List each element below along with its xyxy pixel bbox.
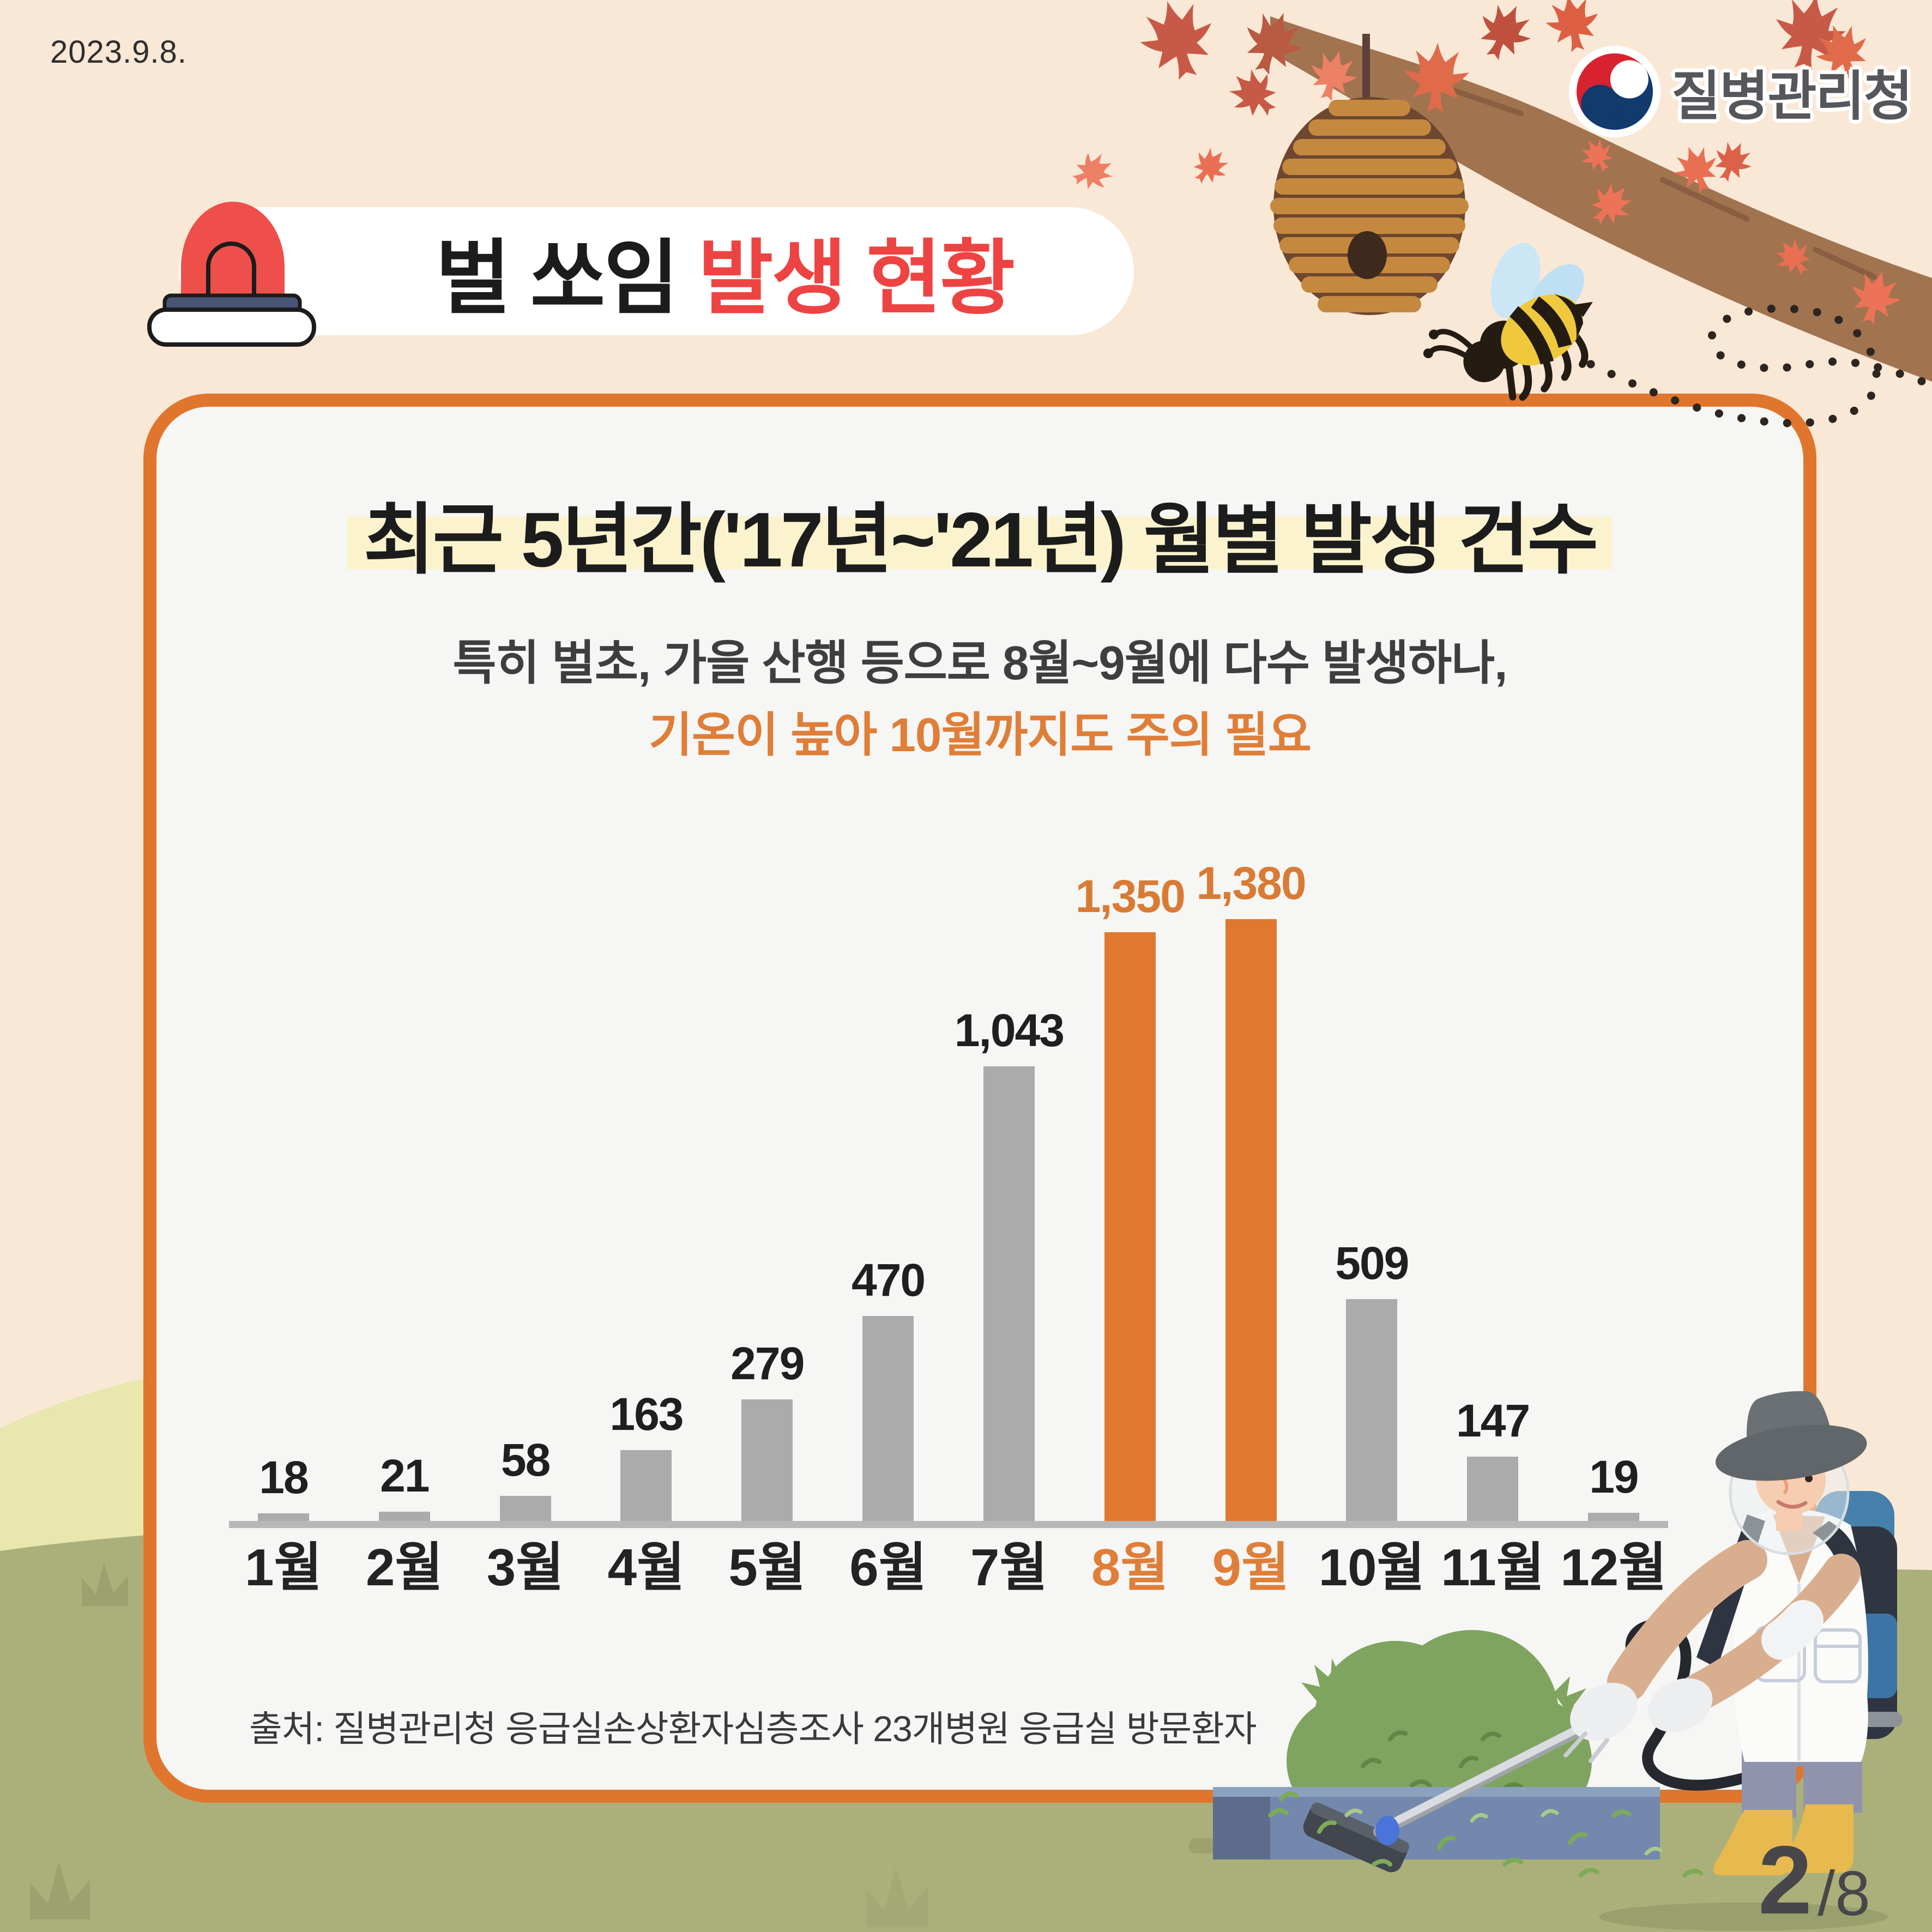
bar-value-label: 19 [1589, 1451, 1639, 1502]
agency-logo: 질병관리청 [1568, 45, 1913, 138]
x-axis-tick-label: 12월 [1560, 1538, 1667, 1597]
beehive-illustration [1270, 34, 1469, 315]
rubber-boots [1713, 1804, 1853, 1875]
grass-clippings [1268, 1791, 1703, 1877]
bar-column-5월: 279 5월 [713, 859, 822, 1597]
worker-shadow [1599, 1903, 1888, 1931]
worker-illustration [1563, 1391, 1903, 1875]
bar-value-label: 163 [609, 1388, 684, 1440]
x-axis-tick-label: 1월 [245, 1538, 322, 1597]
bar [620, 1450, 672, 1521]
page-title-black: 벌 쏘임 [435, 232, 679, 324]
bar-value-label: 1,380 [1196, 858, 1306, 909]
page-number: 2 /8 [1758, 1832, 1870, 1929]
bar-column-1월: 18 1월 [229, 859, 338, 1597]
bar-column-11월: 147 11월 [1438, 859, 1547, 1597]
bar [1225, 919, 1277, 1521]
publish-date: 2023.9.8. [50, 34, 187, 70]
bar-column-10월: 509 10월 [1317, 859, 1426, 1597]
bar-value-label: 18 [259, 1452, 309, 1503]
bar-value-label: 470 [851, 1254, 926, 1306]
x-axis-tick-label: 3월 [486, 1538, 564, 1597]
work-gloves [1563, 1678, 1713, 1763]
x-axis-tick-label: 8월 [1091, 1538, 1169, 1597]
data-source-note: 출처: 질병관리청 응급실손상환자심층조사 23개병원 응급실 방문환자 [249, 1708, 1257, 1749]
stats-card: 최근 5년간('17년~'21년) 월별 발생 건수 특히 벌초, 가을 산행 … [143, 394, 1816, 1803]
bucket-hat [1715, 1391, 1867, 1481]
x-axis-tick-label: 10월 [1318, 1538, 1425, 1597]
siren-icon [147, 202, 316, 347]
bar-value-label: 509 [1335, 1237, 1409, 1289]
bar-column-8월: 1,350 8월 [1075, 859, 1186, 1597]
bar [1346, 1299, 1398, 1521]
trimmer-knob [1375, 1816, 1399, 1845]
bar [741, 1399, 793, 1521]
bar [258, 1513, 309, 1521]
worker-arm-left [1607, 1540, 1767, 1702]
bar-column-3월: 58 3월 [471, 859, 580, 1597]
bar [499, 1496, 551, 1521]
page-number-current: 2 [1758, 1826, 1812, 1932]
bar-value-label: 279 [730, 1338, 805, 1389]
grass-clippings-light [1344, 1808, 1663, 1856]
bar-value-label: 1,043 [954, 1005, 1065, 1056]
bar-column-9월: 1,380 9월 [1196, 858, 1306, 1597]
page-number-total: /8 [1818, 1858, 1870, 1929]
bar-value-label: 21 [380, 1450, 430, 1501]
bar-column-7월: 1,043 7월 [954, 859, 1065, 1597]
bar [1587, 1513, 1639, 1521]
bar-value-label: 147 [1456, 1395, 1530, 1446]
taegeuk-emblem-icon [1569, 46, 1661, 137]
bar [1104, 932, 1156, 1521]
bar-chart: 18 1월 21 2월 58 3월 163 4월 279 5월 470 6월 1,043 7월 1,350 8… [229, 858, 1668, 1597]
bar-column-2월: 21 2월 [350, 859, 459, 1597]
title-banner: 벌 쏘임 발생 현황 [179, 207, 1134, 335]
bar-value-label: 58 [500, 1434, 551, 1486]
chart-title: 최근 5년간('17년~'21년) 월별 발생 건수 [156, 476, 1803, 589]
x-axis-tick-label: 6월 [849, 1538, 927, 1597]
bar-column-12월: 19 12월 [1559, 859, 1668, 1597]
bar-column-6월: 470 6월 [834, 859, 943, 1597]
page-title: 벌 쏘임 발생 현황 [315, 207, 1134, 335]
bar-value-label: 1,350 [1075, 871, 1186, 922]
bar [1467, 1457, 1519, 1521]
x-axis-tick-label: 11월 [1441, 1538, 1545, 1597]
page-title-red: 발생 현황 [698, 232, 1016, 324]
bee-illustration [1423, 243, 1593, 401]
x-axis-line [229, 1521, 1668, 1528]
worker-head [1715, 1391, 1867, 1555]
x-axis-tick-label: 7월 [970, 1538, 1048, 1597]
bar [862, 1316, 914, 1521]
beehive-entrance-hole [1348, 231, 1387, 279]
bar [983, 1066, 1035, 1521]
chart-subtitle-line1: 특히 벌초, 가을 산행 등으로 8월~9월에 다수 발생하나, [452, 637, 1508, 690]
bar [378, 1512, 430, 1521]
monthly-bar-chart: 18 1월 21 2월 58 3월 163 4월 279 5월 470 6월 1,043 7월 1,350 8… [229, 858, 1668, 1597]
x-axis-tick-label: 2월 [365, 1538, 443, 1597]
chart-subtitle-line2: 기온이 높아 10월까지도 주의 필요 [649, 709, 1312, 762]
x-axis-tick-label: 4월 [607, 1538, 685, 1597]
x-axis-tick-label: 5월 [728, 1538, 806, 1597]
bee-flight-trail [1586, 304, 1932, 427]
bar-column-4월: 163 4월 [591, 859, 701, 1597]
agency-name: 질병관리청 [1671, 66, 1913, 126]
x-axis-tick-label: 9월 [1212, 1538, 1290, 1597]
